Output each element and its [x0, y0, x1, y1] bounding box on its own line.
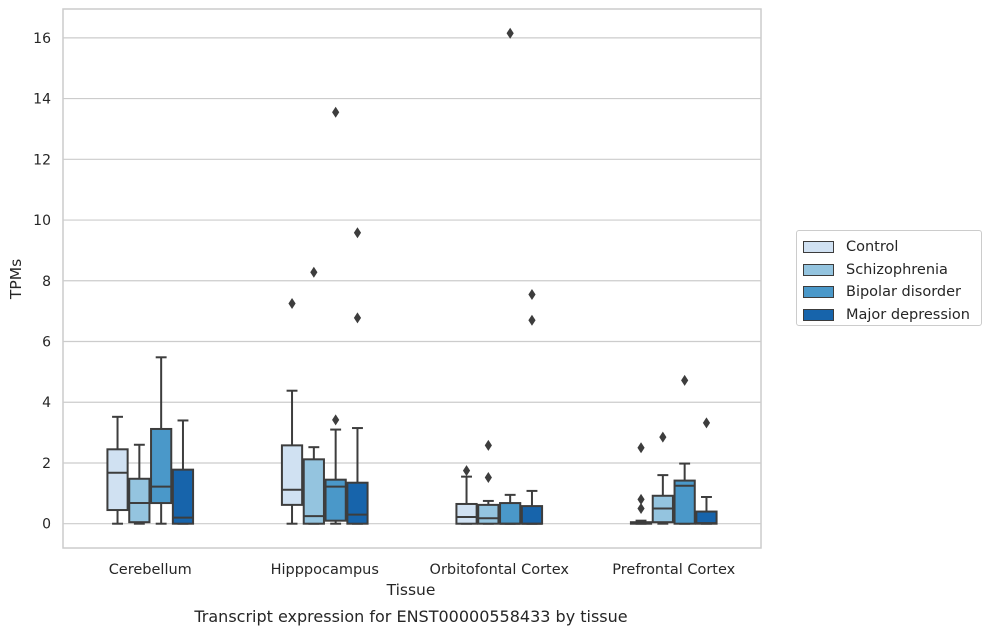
legend-item: Control	[803, 236, 981, 259]
legend-item: Major depression	[803, 304, 981, 327]
box-schizophrenia-1	[302, 266, 325, 525]
outlier-point	[659, 431, 667, 443]
box-control-2	[455, 465, 478, 525]
outlier-point	[462, 465, 471, 477]
box-bipolar-disorder-2	[499, 27, 522, 525]
box-body	[520, 505, 544, 525]
box-schizophrenia-0	[128, 443, 151, 525]
legend-label: Control	[846, 239, 899, 256]
outlier-point	[484, 472, 492, 484]
box-bipolar-disorder-0	[150, 356, 173, 525]
outlier-point	[637, 442, 645, 454]
box-body	[346, 481, 369, 525]
y-axis-label: TPMs	[7, 259, 25, 300]
outlier-point	[637, 503, 645, 515]
x-axis-label: Tissue	[386, 581, 436, 599]
y-tick-label: 2	[42, 456, 51, 472]
legend-swatch	[803, 308, 834, 321]
box-body	[106, 448, 129, 512]
plot-frame	[62, 8, 762, 549]
legend: Control Schizophrenia Bipolar disorder Majo…	[796, 230, 982, 326]
gridlines	[63, 37, 761, 525]
legend-swatch	[803, 263, 834, 276]
box-control-3	[629, 442, 653, 525]
box-body	[499, 502, 522, 525]
outlier-point	[310, 266, 318, 278]
box-major-depression-2	[520, 288, 544, 525]
box-body	[171, 468, 195, 525]
outlier-point	[528, 314, 536, 326]
box-body	[302, 458, 325, 525]
outlier-point	[332, 414, 340, 426]
outlier-point	[353, 312, 362, 324]
box-schizophrenia-3	[651, 431, 674, 525]
x-tick-label: Cerebellum	[109, 562, 192, 578]
legend-item: Bipolar disorder	[803, 281, 981, 304]
box-body	[695, 510, 718, 525]
outlier-point	[528, 288, 536, 300]
y-tick-label: 6	[42, 335, 51, 351]
legend-item: Schizophrenia	[803, 259, 981, 282]
outlier-point	[637, 493, 645, 505]
legend-label: Bipolar disorder	[846, 284, 961, 301]
axis-ticks: 0 2 4 6 8 10 12 14 16 Cerebellum Hipppocampus Orbit…	[33, 31, 735, 578]
outlier-point	[288, 298, 296, 310]
x-tick-label: Hipppocampus	[271, 562, 379, 578]
outlier-point	[506, 27, 514, 39]
box-schizophrenia-2	[477, 439, 500, 525]
box-body	[455, 502, 478, 525]
box-major-depression-3	[695, 417, 718, 525]
box-body	[128, 477, 151, 524]
box-major-depression-0	[171, 419, 195, 525]
outlier-point	[702, 417, 711, 429]
x-tick-label: Prefrontal Cortex	[612, 562, 735, 578]
chart-title: Transcript expression for ENST0000055843…	[193, 607, 627, 626]
legend-label: Major depression	[846, 306, 970, 323]
box-bipolar-disorder-1	[324, 106, 347, 525]
box-control-0	[106, 415, 129, 525]
y-tick-label: 14	[33, 92, 51, 108]
box-body	[324, 478, 347, 522]
outlier-point	[353, 227, 362, 239]
legend-swatch	[803, 286, 834, 299]
outlier-point	[681, 374, 689, 386]
box-body	[673, 479, 696, 525]
y-tick-label: 4	[42, 395, 51, 411]
box-bipolar-disorder-3	[673, 374, 696, 525]
box-body	[280, 444, 304, 506]
box-body	[150, 427, 173, 505]
box-major-depression-1	[346, 227, 369, 525]
box-control-1	[280, 298, 304, 525]
y-tick-label: 8	[42, 274, 51, 290]
outlier-point	[332, 106, 340, 118]
y-tick-label: 12	[33, 152, 51, 168]
box-series	[106, 27, 718, 525]
x-tick-label: Orbitofontal Cortex	[430, 562, 570, 578]
box-body	[477, 503, 500, 525]
y-tick-label: 0	[42, 517, 51, 533]
y-tick-label: 16	[33, 31, 51, 47]
y-tick-label: 10	[33, 213, 51, 229]
legend-label: Schizophrenia	[846, 261, 948, 278]
outlier-point	[484, 439, 492, 451]
legend-swatch	[803, 241, 834, 254]
